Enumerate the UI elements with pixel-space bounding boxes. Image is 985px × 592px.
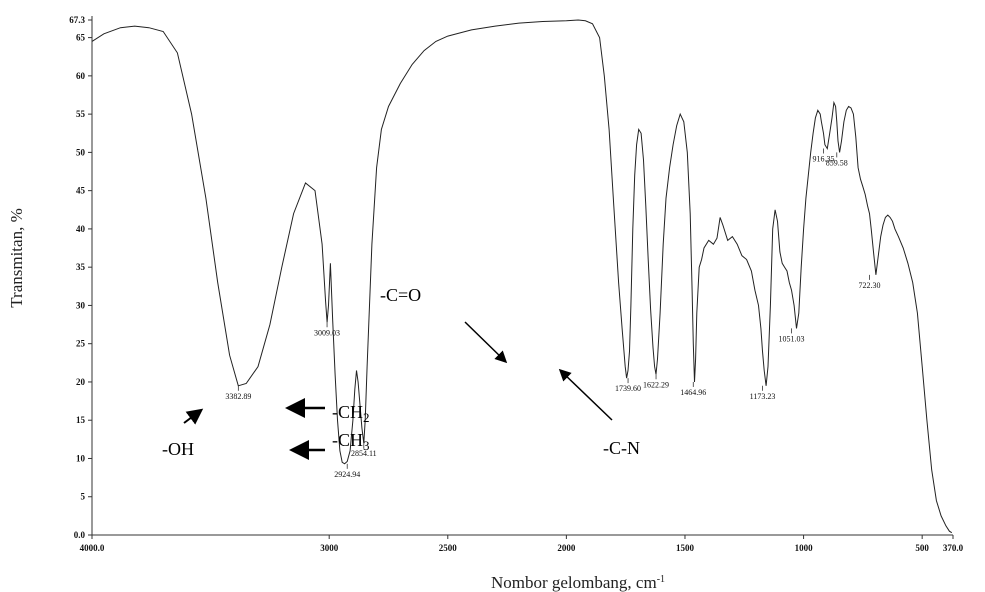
- x-tick-label: 1500: [676, 543, 695, 553]
- y-tick-label: 40: [76, 224, 86, 234]
- y-tick-label: 25: [76, 339, 86, 349]
- peak-label: 916.35: [812, 155, 834, 164]
- y-tick-label: 30: [76, 300, 86, 310]
- x-axis-label: Nombor gelombang, cm-1: [491, 573, 665, 592]
- y-tick-label: 65: [76, 33, 86, 43]
- x-axis-ticks: 4000.0 3000 2500 2000 1500 1000 500 370.0: [80, 535, 964, 553]
- x-tick-label: 1000: [795, 543, 814, 553]
- x-tick-label: 3000: [320, 543, 339, 553]
- y-tick-label: 15: [76, 415, 86, 425]
- y-tick-label: 10: [76, 453, 86, 463]
- peak-labels: 3382.89 3009.03 2924.94 2854.11 1739.60 1622.…: [225, 148, 881, 479]
- y-tick-label: 55: [76, 109, 86, 119]
- x-tick-label: 4000.0: [80, 543, 105, 553]
- peak-label: 3382.89: [225, 392, 251, 401]
- svg-text:-CH3: -CH3: [332, 430, 370, 453]
- peak-label: 1051.03: [778, 334, 804, 343]
- peak-label: 2854.11: [351, 449, 377, 458]
- y-tick-label: 50: [76, 147, 86, 157]
- y-tick-label: 45: [76, 186, 86, 196]
- peak-label: 859.58: [826, 158, 848, 167]
- y-tick-label: 67.3: [69, 15, 85, 25]
- spectrum-line: [91, 19, 953, 534]
- y-tick-label: 5: [81, 492, 86, 502]
- peak-label: 722.30: [859, 281, 881, 290]
- peak-label: 2924.94: [334, 470, 360, 479]
- peak-label: 1173.23: [750, 392, 776, 401]
- y-axis-ticks: 67.3 65 60 55 50 45 40 35 30 25 20 15 10 5 0.0: [69, 15, 92, 540]
- peak-label: 1464.96: [680, 388, 706, 397]
- x-tick-label: 370.0: [943, 543, 964, 553]
- x-tick-label: 500: [915, 543, 929, 553]
- y-tick-label: 0.0: [74, 530, 86, 540]
- annotation-c-n: -C-N: [558, 368, 640, 458]
- peak-label: 1739.60: [615, 384, 641, 393]
- x-tick-label: 2000: [557, 543, 576, 553]
- y-tick-label: 20: [76, 377, 86, 387]
- peak-label: 1622.29: [643, 380, 669, 389]
- annotation-c-o: -C=O: [380, 285, 508, 364]
- svg-text:-C=O: -C=O: [380, 285, 421, 305]
- svg-text:-CH2: -CH2: [332, 402, 370, 425]
- annotation-ch3: -CH3: [289, 430, 370, 460]
- x-tick-label: 2500: [439, 543, 458, 553]
- y-tick-label: 60: [76, 71, 86, 81]
- svg-text:-OH: -OH: [162, 439, 194, 459]
- svg-text:-C-N: -C-N: [603, 438, 640, 458]
- axes: [91, 16, 953, 536]
- annotation-oh: -OH: [162, 408, 204, 459]
- y-tick-label: 35: [76, 262, 86, 272]
- y-axis-label: Transmitan, %: [7, 208, 26, 308]
- peak-label: 3009.03: [314, 328, 340, 337]
- annotation-ch2: -CH2: [285, 398, 370, 425]
